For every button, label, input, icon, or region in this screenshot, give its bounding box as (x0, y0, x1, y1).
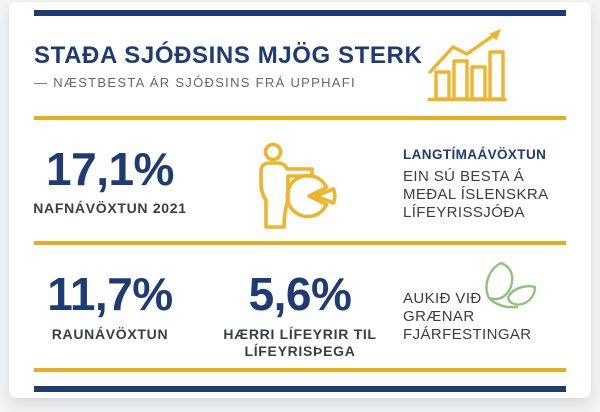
rising-bar-chart-icon (423, 24, 509, 106)
pension-label-line1: HÆRRI LÍFEYRIR TIL (223, 326, 377, 342)
slide-card: STAÐA SJÓÐSINS MJÖG STERK — NÆSTBESTA ÁR… (9, 2, 591, 398)
top-accent-bar (34, 10, 566, 16)
long-term-line: EIN SÚ BESTA Á (403, 168, 525, 185)
green-line: AUKIÐ VIÐ (403, 290, 482, 307)
leaves-icon (476, 260, 538, 314)
page-title: STAÐA SJÓÐSINS MJÖG STERK (34, 42, 423, 69)
green-line: GRÆNAR (403, 308, 475, 325)
page-subtitle: — NÆSTBESTA ÁR SJÓÐSINS FRÁ UPPHAFI (34, 75, 356, 90)
real-return-label: RAUNÁVÖXTUN (51, 326, 169, 342)
long-term-line: MEÐAL ÍSLENSKRA (403, 186, 549, 203)
nominal-return-value: 17,1% (46, 143, 174, 195)
pension-increase-value: 5,6% (248, 268, 352, 320)
nominal-return-label: NAFNÁVÖXTUN 2021 (33, 200, 187, 216)
divider-rule (34, 368, 566, 372)
real-return-value: 11,7% (47, 268, 173, 320)
long-term-return-block: LANGTÍMAÁVÖXTUN EIN SÚ BESTA Á MEÐAL ÍSL… (403, 147, 568, 222)
long-term-heading: LANGTÍMAÁVÖXTUN (403, 147, 547, 162)
divider-rule (34, 116, 566, 120)
green-investments-block: AUKIÐ VIÐ GRÆNAR FJÁRFESTINGAR (403, 290, 553, 344)
long-term-line: LÍFEYRISSJÓÐA (403, 204, 525, 221)
person-with-pie-chart-icon (255, 142, 339, 230)
pension-label-line2: LÍFEYRISÞEGA (244, 343, 356, 359)
divider-rule (34, 241, 566, 245)
pension-increase-label: HÆRRI LÍFEYRIR TIL LÍFEYRISÞEGA (195, 326, 405, 360)
bottom-accent-bar (34, 386, 566, 392)
green-line: FJÁRFESTINGAR (403, 326, 532, 343)
